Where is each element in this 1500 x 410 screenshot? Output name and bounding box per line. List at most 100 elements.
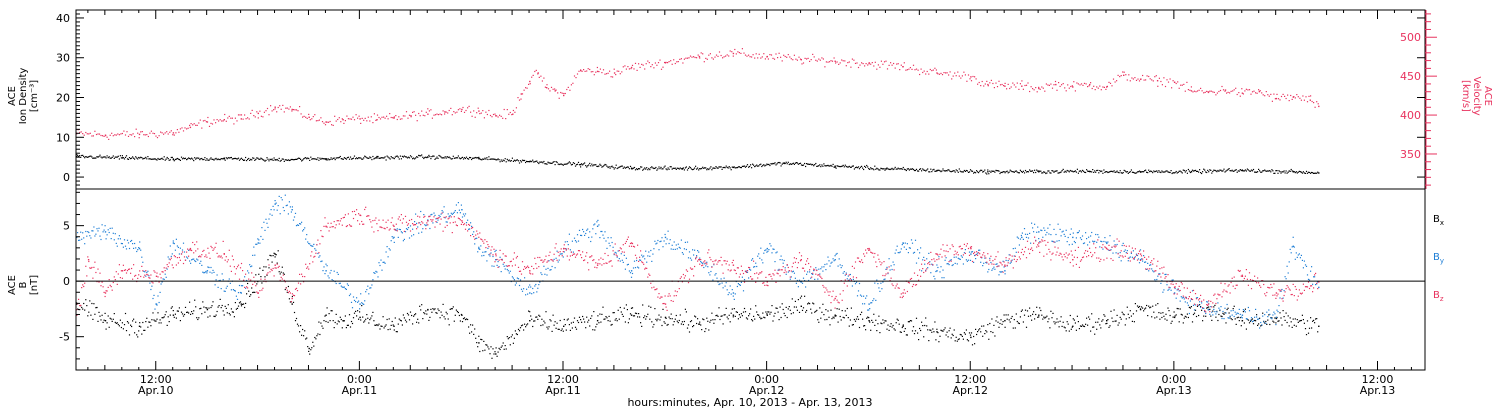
b-bx-point — [1278, 320, 1280, 322]
density-point — [1169, 171, 1171, 174]
b-bx-point — [390, 324, 392, 326]
b-by-point — [588, 236, 590, 239]
velocity-point — [193, 123, 195, 125]
velocity-point — [283, 111, 285, 113]
velocity-point — [1106, 86, 1108, 88]
b-bx-point — [1038, 316, 1040, 318]
velocity-point — [1293, 96, 1295, 98]
density-point — [353, 155, 356, 157]
b-by-point — [336, 271, 338, 274]
velocity-point — [914, 69, 916, 71]
b-by-point — [677, 243, 679, 245]
density-point — [641, 166, 643, 168]
velocity-point — [124, 134, 127, 136]
velocity-point — [331, 124, 333, 126]
b-by-point — [99, 235, 101, 237]
velocity-point — [761, 56, 763, 58]
velocity-point — [1079, 84, 1081, 86]
b-by-point — [84, 243, 86, 245]
density-point — [196, 157, 198, 159]
density-point — [427, 156, 429, 158]
b-by-point — [777, 269, 779, 271]
velocity-point — [886, 68, 889, 70]
velocity-point — [764, 58, 766, 60]
b-bx-point — [871, 319, 873, 321]
velocity-point — [581, 70, 583, 72]
b-by-point — [272, 205, 274, 207]
density-point — [113, 157, 115, 159]
density-point — [287, 159, 289, 161]
b-bx-point — [1160, 312, 1162, 314]
velocity-point — [1251, 91, 1254, 93]
b-by-point — [866, 295, 868, 297]
density-point — [559, 163, 561, 165]
density-point — [487, 158, 489, 161]
velocity-point — [334, 115, 336, 117]
b-by-point — [553, 258, 555, 260]
b-bx-point — [846, 307, 848, 310]
b-bx-point — [122, 328, 124, 330]
density-point — [109, 157, 111, 159]
b-by-point — [965, 259, 967, 261]
b-bz-point — [183, 256, 186, 258]
b-bx-point — [582, 315, 584, 318]
density-point — [1096, 169, 1098, 172]
velocity-point — [972, 75, 974, 78]
b-bx-point — [678, 319, 680, 322]
b-by-point — [1156, 278, 1158, 281]
density-point — [121, 155, 123, 157]
density-point — [1144, 170, 1146, 172]
b-by-point — [985, 261, 987, 264]
b-by-point — [319, 255, 321, 257]
velocity-point — [1025, 84, 1028, 86]
velocity-point — [344, 120, 346, 122]
b-bx-point — [294, 320, 297, 322]
velocity-point — [276, 111, 278, 113]
b-bx-point — [206, 307, 208, 309]
b-bx-point — [1062, 321, 1064, 323]
b-bx-point — [1011, 315, 1013, 318]
velocity-point — [175, 132, 177, 134]
b-bx-point — [1301, 314, 1303, 316]
b-bz-point — [290, 301, 292, 303]
b-by-point — [540, 272, 542, 274]
b-by-point — [163, 278, 165, 280]
b-bx-point — [650, 306, 652, 308]
b-bx-point — [1112, 320, 1114, 323]
b-by-point — [606, 247, 608, 249]
b-by-point — [1279, 297, 1281, 299]
density-point — [240, 157, 243, 159]
velocity-point — [1160, 80, 1162, 83]
b-bx-point — [490, 346, 492, 348]
density-point — [923, 169, 925, 171]
b-by-point — [865, 297, 867, 299]
b-by-point — [300, 223, 302, 225]
velocity-point — [184, 127, 186, 129]
b-by-point — [378, 262, 380, 264]
velocity-point — [143, 134, 145, 136]
density-point — [856, 167, 859, 169]
b-bx-point — [293, 311, 296, 314]
b-by-point — [956, 263, 958, 265]
density-point — [1046, 172, 1048, 174]
velocity-point — [835, 62, 837, 64]
density-point — [251, 159, 253, 161]
velocity-point — [477, 107, 479, 109]
density-point — [1094, 170, 1096, 172]
density-point — [233, 157, 235, 160]
b-bx-point — [1081, 324, 1084, 326]
b-bx-point — [543, 320, 545, 322]
density-point — [1186, 172, 1188, 174]
density-point — [485, 158, 487, 160]
b-by-point — [912, 252, 915, 254]
velocity-point — [775, 53, 777, 55]
density-point — [581, 163, 583, 165]
density-point — [1079, 170, 1082, 172]
velocity-point — [1216, 92, 1218, 94]
velocity-point — [998, 80, 1000, 82]
b-by-point — [207, 266, 209, 268]
b-by-point — [205, 270, 207, 273]
b-bx-point — [1010, 317, 1012, 319]
b-by-point — [969, 259, 972, 261]
density-point — [515, 159, 517, 161]
